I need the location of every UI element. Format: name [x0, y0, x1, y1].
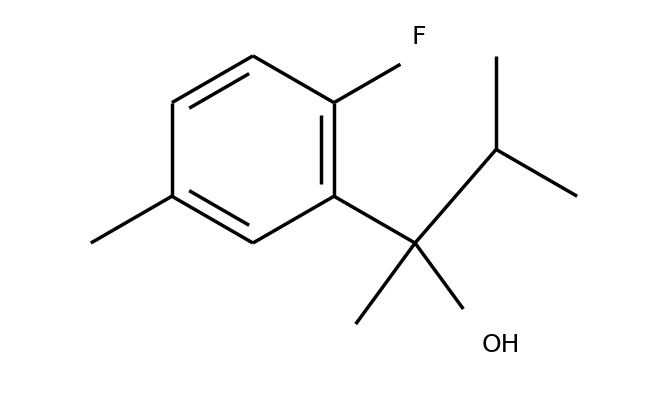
- Text: F: F: [411, 25, 426, 49]
- Text: OH: OH: [482, 332, 520, 356]
